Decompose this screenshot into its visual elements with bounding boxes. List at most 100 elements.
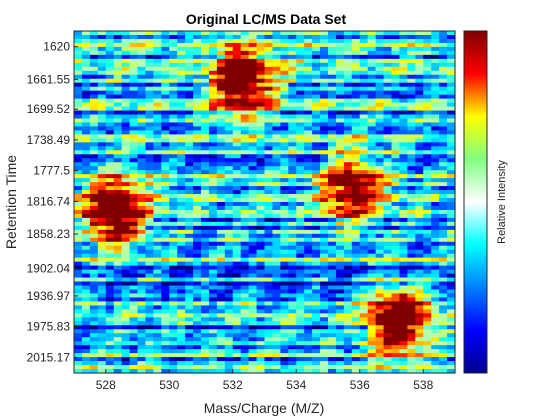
heatmap-cell <box>153 305 162 310</box>
heatmap-cell <box>367 317 377 322</box>
heatmap-cell <box>280 273 289 279</box>
heatmap-cell <box>391 134 401 139</box>
heatmap-cell <box>177 293 186 299</box>
heatmap-cell <box>312 253 321 259</box>
heatmap-cell <box>97 190 107 195</box>
heatmap-cell <box>216 361 226 366</box>
heatmap-cell <box>423 70 432 76</box>
heatmap-cell <box>89 337 99 342</box>
heatmap-cell <box>113 285 123 291</box>
heatmap-cell <box>296 257 305 263</box>
heatmap-cell <box>304 34 313 40</box>
heatmap-cell <box>439 325 448 330</box>
heatmap-cell <box>216 130 226 135</box>
heatmap-cell <box>288 265 297 271</box>
heatmap-cell <box>74 361 83 366</box>
heatmap-cell <box>407 245 416 251</box>
heatmap-cell <box>439 94 448 100</box>
heatmap-cell <box>208 241 218 247</box>
heatmap-cell <box>153 198 162 203</box>
heatmap-cell <box>121 58 131 64</box>
heatmap-cell <box>169 301 178 306</box>
heatmap-cell <box>185 94 194 100</box>
heatmap-cell <box>129 58 139 64</box>
heatmap-cell <box>407 225 416 231</box>
heatmap-cell <box>89 341 99 346</box>
heatmap-cell <box>113 361 123 366</box>
heatmap-cell <box>232 229 242 235</box>
heatmap-cell <box>185 317 194 322</box>
heatmap-cell <box>193 237 202 243</box>
heatmap-cell <box>423 217 432 223</box>
heatmap-cell <box>264 329 274 334</box>
heatmap-cell <box>367 245 377 251</box>
heatmap-cell <box>224 162 234 167</box>
heatmap-cell <box>415 249 424 255</box>
heatmap-cell <box>169 31 178 36</box>
heatmap-cell <box>145 229 154 235</box>
heatmap-cell <box>264 317 274 322</box>
heatmap-cell <box>304 269 313 275</box>
heatmap-cell <box>161 357 170 362</box>
heatmap-cell <box>81 269 91 275</box>
heatmap-cell <box>439 221 448 227</box>
heatmap-cell <box>431 369 440 374</box>
heatmap-cell <box>272 273 281 279</box>
heatmap-cell <box>248 114 258 120</box>
heatmap-cell <box>121 237 131 243</box>
heatmap-cell <box>367 38 377 44</box>
heatmap-cell <box>153 102 162 108</box>
heatmap-cell <box>240 58 250 64</box>
heatmap-cell <box>89 162 99 167</box>
heatmap-cell <box>240 337 250 342</box>
heatmap-cell <box>153 70 162 76</box>
heatmap-cell <box>240 94 250 100</box>
heatmap-cell <box>185 261 194 267</box>
heatmap-cell <box>415 66 424 72</box>
heatmap-cell <box>367 202 377 207</box>
heatmap-cell <box>137 42 147 48</box>
heatmap-cell <box>89 217 99 223</box>
heatmap-cell <box>81 186 91 191</box>
heatmap-cell <box>423 86 432 92</box>
heatmap-cell <box>240 345 250 350</box>
heatmap-cell <box>256 237 266 243</box>
heatmap-cell <box>423 94 432 100</box>
heatmap-cell <box>375 166 385 171</box>
heatmap-cell <box>193 74 202 80</box>
heatmap-cell <box>304 174 313 179</box>
heatmap-cell <box>343 245 353 251</box>
heatmap-cell <box>343 225 353 231</box>
heatmap-cell <box>113 221 123 227</box>
heatmap-cell <box>359 130 369 135</box>
heatmap-cell <box>129 31 139 36</box>
heatmap-cell <box>383 94 393 100</box>
heatmap-cell <box>240 297 250 303</box>
heatmap-cell <box>121 365 131 370</box>
heatmap-cell <box>439 293 448 299</box>
heatmap-cell <box>280 321 289 326</box>
heatmap-cell <box>161 86 170 92</box>
heatmap-cell <box>439 174 448 179</box>
heatmap-cell <box>288 174 297 179</box>
heatmap-cell <box>129 313 139 318</box>
heatmap-cell <box>447 205 456 211</box>
heatmap-cell <box>320 114 329 120</box>
heatmap-cell <box>105 357 115 362</box>
heatmap-cell <box>169 114 178 120</box>
heatmap-cell <box>304 329 313 334</box>
heatmap-cell <box>328 253 337 259</box>
heatmap-cell <box>304 98 313 104</box>
heatmap-cell <box>216 182 226 187</box>
heatmap-cell <box>328 333 337 338</box>
heatmap-cell <box>248 317 258 322</box>
heatmap-cell <box>97 229 107 235</box>
heatmap-cell <box>272 150 281 155</box>
x-tick-label: 530 <box>159 378 179 392</box>
heatmap-cell <box>121 98 131 104</box>
heatmap-cell <box>431 142 440 147</box>
heatmap-cell <box>296 130 305 135</box>
heatmap-cell <box>145 154 154 159</box>
heatmap-cell <box>169 154 178 159</box>
heatmap-cell <box>328 202 337 207</box>
